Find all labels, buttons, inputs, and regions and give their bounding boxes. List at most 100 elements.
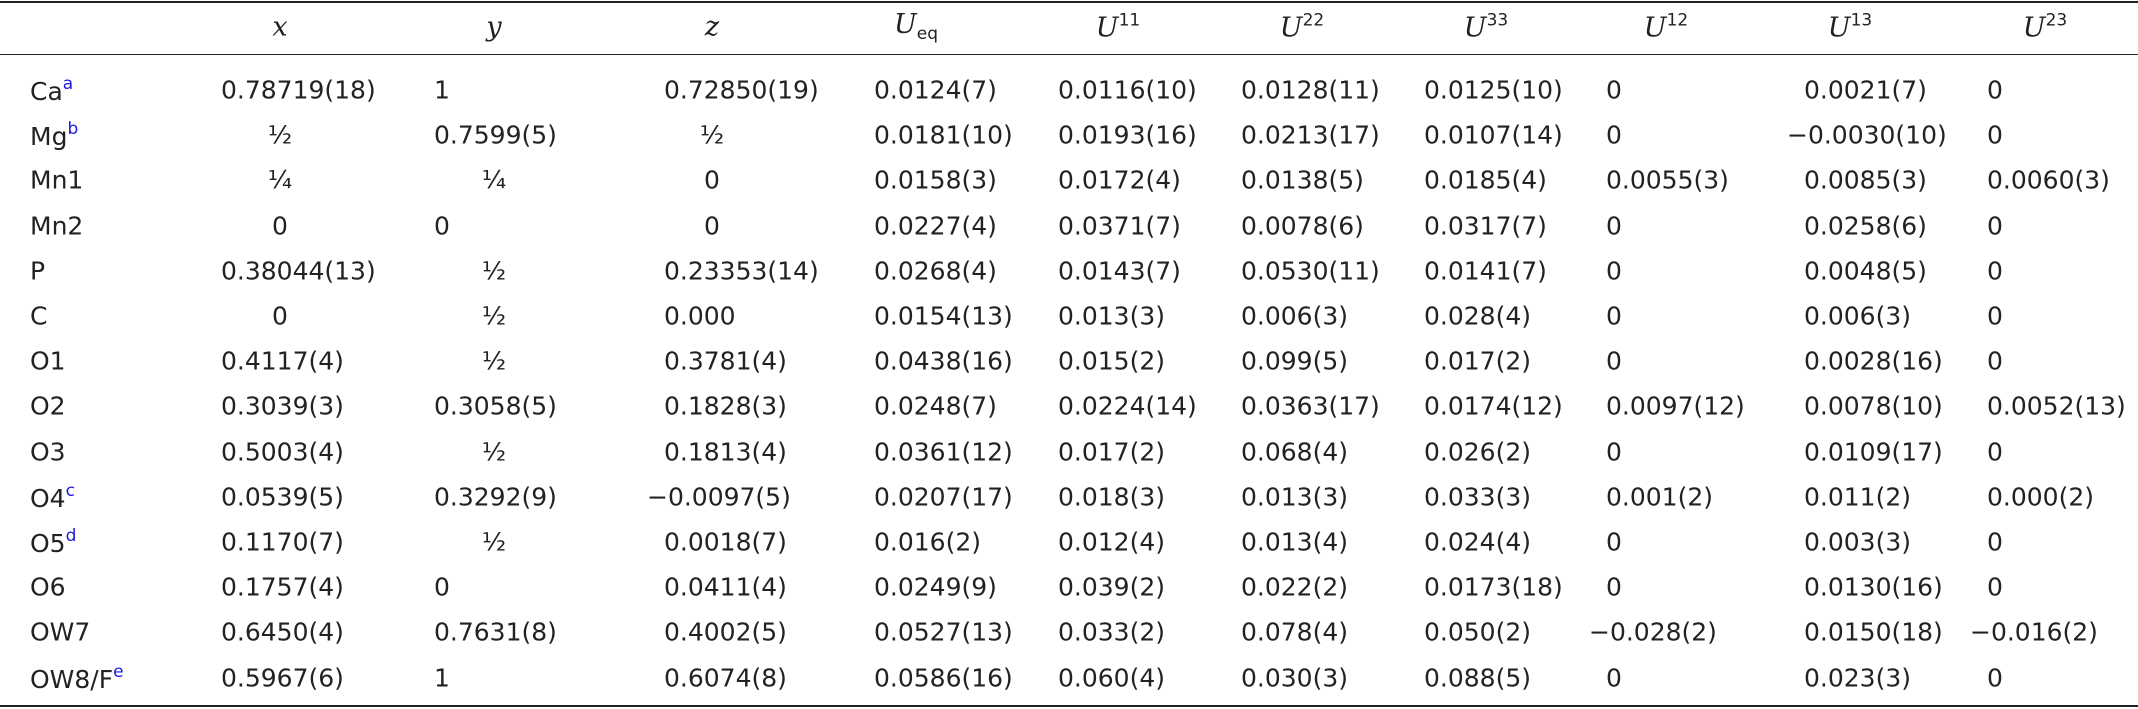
- table-cell: ¼: [481, 165, 507, 195]
- atom-name: O2: [30, 391, 66, 421]
- atom-label: Mn1: [30, 168, 83, 193]
- table-cell: 0: [1987, 527, 2003, 557]
- table-cell: 0.0141(7): [1424, 256, 1547, 286]
- table-cell: 0.1828(3): [664, 391, 787, 421]
- table-cell: 0.060(4): [1058, 663, 1165, 693]
- table-cell: 0.013(3): [1241, 482, 1348, 512]
- atom-label: OW8/Fe: [30, 663, 124, 692]
- header-symbol: U: [893, 9, 917, 40]
- table-cell: 0.033(3): [1424, 482, 1531, 512]
- table-cell: 0.0361(12): [874, 437, 1013, 467]
- header-symbol: x: [272, 11, 288, 43]
- table-cell: 0: [1987, 256, 2003, 286]
- table-cell: ½: [481, 437, 507, 467]
- table-cell: 0: [1606, 301, 1622, 331]
- table-cell: 1: [434, 663, 450, 693]
- table-cell: 0: [1987, 663, 2003, 693]
- table-cell: 0.0527(13): [874, 617, 1013, 647]
- table-cell: 0: [1606, 663, 1622, 693]
- table-cell: 0.0258(6): [1804, 211, 1927, 241]
- footnote-mark: d: [65, 526, 77, 546]
- table-cell: −0.0030(10): [1787, 120, 1947, 150]
- table-cell: 0.0411(4): [664, 572, 787, 602]
- table-cell: 0.0125(10): [1424, 75, 1563, 105]
- table-cell: 0: [1987, 572, 2003, 602]
- header-superscript: 23: [2045, 10, 2068, 31]
- atom-name: C: [30, 301, 48, 331]
- table-cell: 0: [704, 211, 720, 241]
- table-cell: 0: [1606, 120, 1622, 150]
- table-cell: 0.0363(17): [1241, 391, 1380, 421]
- table-cell: −0.028(2): [1589, 617, 1717, 647]
- table-cell: 0.022(2): [1241, 572, 1348, 602]
- table-cell: 0.4117(4): [221, 346, 344, 376]
- table-cell: 0.001(2): [1606, 482, 1713, 512]
- table-cell: 0.026(2): [1424, 437, 1531, 467]
- table-cell: 0.099(5): [1241, 346, 1348, 376]
- atom-name: Mg: [30, 122, 68, 152]
- table-cell: 0.5967(6): [221, 663, 344, 693]
- table-cell: 0.000: [664, 301, 736, 331]
- table-cell: 0.0438(16): [874, 346, 1013, 376]
- table-cell: 0.0130(16): [1804, 572, 1943, 602]
- table-cell: 0: [1987, 301, 2003, 331]
- table-cell: 0: [1606, 527, 1622, 557]
- table-cell: 0: [272, 211, 288, 241]
- table-cell: ½: [699, 120, 725, 150]
- atom-label: O3: [30, 439, 66, 464]
- table-cell: 0.068(4): [1241, 437, 1348, 467]
- table-cell: 0.4002(5): [664, 617, 787, 647]
- table-cell: 0: [704, 165, 720, 195]
- column-header: U22: [1280, 12, 1324, 42]
- table-cell: 0.5003(4): [221, 437, 344, 467]
- table-cell: 0.0371(7): [1058, 211, 1181, 241]
- table-cell: 0: [434, 572, 450, 602]
- header-symbol: U: [2022, 12, 2046, 44]
- table-cell: 0: [1987, 120, 2003, 150]
- table-cell: 0: [1987, 211, 2003, 241]
- table-cell: 0.6074(8): [664, 663, 787, 693]
- table-cell: 0: [1606, 346, 1622, 376]
- table-cell: 0.0078(6): [1241, 211, 1364, 241]
- table-cell: 0.078(4): [1241, 617, 1348, 647]
- atom-name: OW7: [30, 617, 91, 647]
- table-cell: 0.0224(14): [1058, 391, 1197, 421]
- table-cell: 0.088(5): [1424, 663, 1531, 693]
- table-cell: 0.017(2): [1424, 346, 1531, 376]
- atom-label: Mn2: [30, 213, 83, 238]
- footnote-mark: b: [67, 119, 79, 140]
- table-cell: ½: [481, 346, 507, 376]
- atom-label: OW7: [30, 620, 90, 645]
- header-symbol: y: [486, 11, 502, 43]
- header-symbol: U: [1463, 12, 1487, 44]
- table-cell: 0.7631(8): [434, 617, 557, 647]
- atom-name: O5: [30, 529, 66, 558]
- table-cell: 0.033(2): [1058, 617, 1165, 647]
- table-cell: 0.0193(16): [1058, 120, 1197, 150]
- column-header: Ueq: [894, 11, 938, 43]
- table-cell: ¼: [267, 165, 293, 195]
- atom-name: Mn1: [30, 165, 84, 195]
- table-cell: 0.0249(9): [874, 572, 997, 602]
- column-header: U12: [1644, 12, 1688, 42]
- table-cell: 0.0317(7): [1424, 211, 1547, 241]
- table-cell: 0.0185(4): [1424, 165, 1547, 195]
- table-cell: 0.0173(18): [1424, 572, 1563, 602]
- atom-label: O5d: [30, 526, 77, 558]
- table-cell: 0.0018(7): [664, 527, 787, 557]
- table-cell: 0.011(2): [1804, 482, 1911, 512]
- table-cell: 0.0248(7): [874, 391, 997, 421]
- table-cell: ½: [481, 301, 507, 331]
- bottom-rule: [0, 705, 2138, 707]
- atom-label: Caa: [30, 76, 73, 105]
- table-cell: 0.0213(17): [1241, 120, 1380, 150]
- table-cell: 0.0154(13): [874, 301, 1013, 331]
- footnote-mark: c: [65, 480, 75, 501]
- table-cell: 0.1757(4): [221, 572, 344, 602]
- header-subscript: eq: [916, 24, 939, 44]
- table-cell: 0.0158(3): [874, 165, 997, 195]
- table-cell: 0.0116(10): [1058, 75, 1197, 105]
- table-cell: 0.0055(3): [1606, 165, 1729, 195]
- table-cell: 0.0107(14): [1424, 120, 1563, 150]
- table-cell: 0.0021(7): [1804, 75, 1927, 105]
